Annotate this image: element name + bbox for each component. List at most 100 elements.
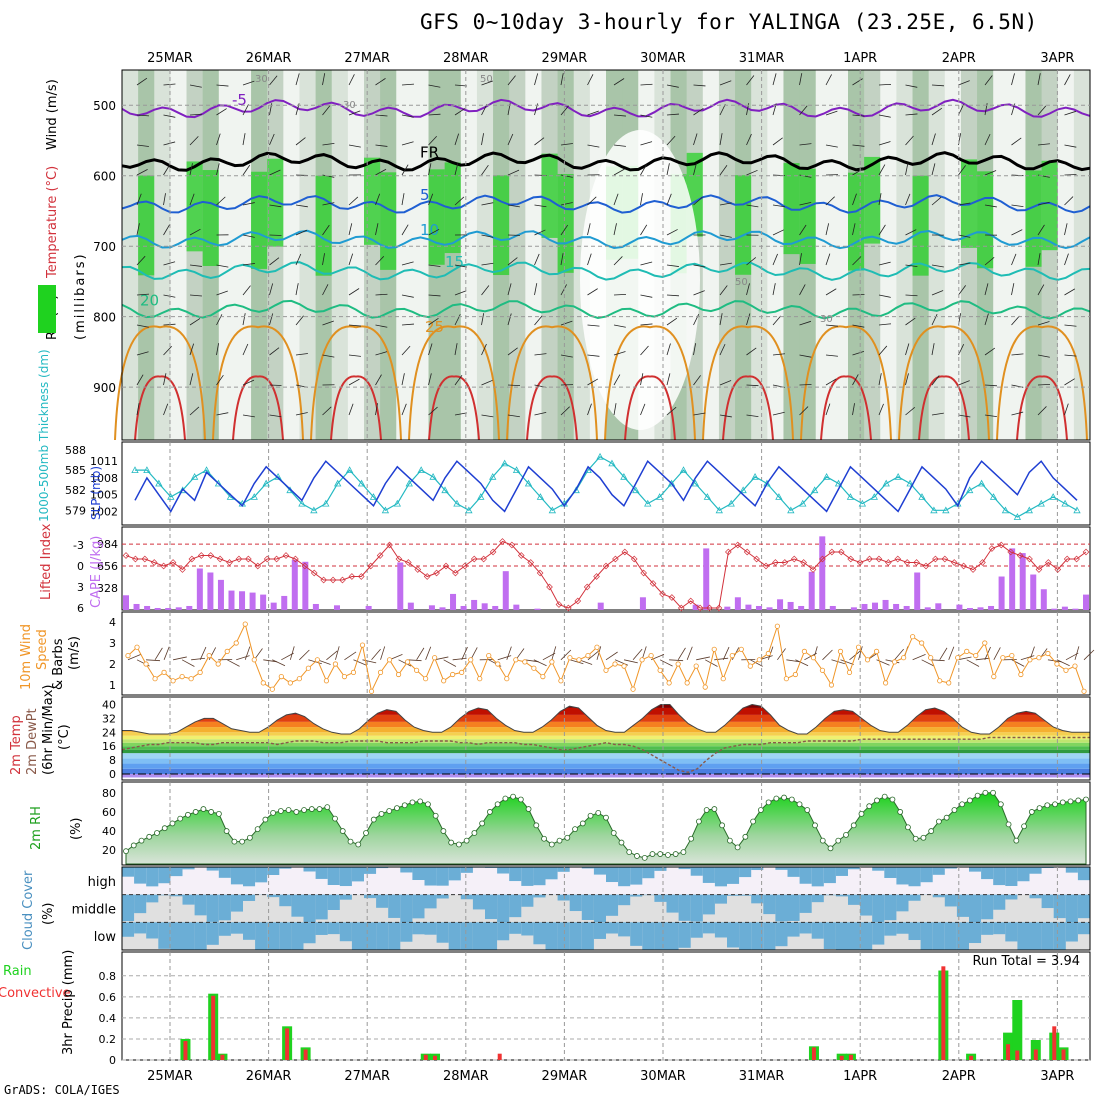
wind-barb xyxy=(1064,354,1077,357)
wind-barb xyxy=(454,108,466,116)
cloud-cell xyxy=(146,922,159,939)
temperature-ylabel: 2m Temp 2m DewPt (6hr Min/Max) (°C) xyxy=(9,685,72,775)
rh-point xyxy=(1013,837,1020,844)
thickness-point xyxy=(1037,499,1045,507)
wind-barb xyxy=(772,73,777,86)
wind-barb-10m xyxy=(858,646,863,660)
rh-point xyxy=(401,802,408,809)
wind-barb xyxy=(560,320,573,326)
rh-point xyxy=(254,826,261,833)
cloud-cell xyxy=(593,867,607,875)
li-point xyxy=(122,552,130,559)
rh-point xyxy=(966,797,973,804)
li-label: Lifted Index xyxy=(39,523,54,600)
wind-barb xyxy=(931,196,942,206)
li-point xyxy=(132,555,139,563)
thickness-point xyxy=(334,479,342,487)
cape-bar xyxy=(829,605,836,610)
wind-barb xyxy=(295,229,308,236)
wind-point xyxy=(477,676,483,682)
li-point xyxy=(583,583,591,591)
wind-barb xyxy=(719,133,723,146)
cloud-cell xyxy=(642,867,655,879)
rh-green-patch xyxy=(848,172,865,271)
wind-barb xyxy=(772,353,785,356)
wind-barb xyxy=(1011,411,1024,416)
cloud-cell-bg xyxy=(630,894,643,923)
wind-barb xyxy=(587,74,594,86)
wind-barbs xyxy=(136,73,1077,418)
wind-barb xyxy=(666,317,678,326)
cloud-cell xyxy=(690,922,704,938)
rh-green-patch xyxy=(380,172,397,270)
rh-point xyxy=(510,793,516,800)
rh-point xyxy=(610,830,617,836)
li-point xyxy=(329,576,337,584)
wind-point xyxy=(964,648,970,655)
rh-shade-column xyxy=(1073,70,1091,440)
wind-barb xyxy=(507,313,512,326)
thickness-point xyxy=(918,493,926,500)
wind-barb xyxy=(163,345,173,356)
thickness-point xyxy=(703,493,712,500)
wind-barb xyxy=(1037,105,1047,116)
cloud-cell-bg xyxy=(908,894,921,923)
wind-barb xyxy=(693,163,697,176)
rh-point xyxy=(502,795,509,802)
thickness-point xyxy=(644,499,652,507)
wind-barb-10m xyxy=(289,646,295,660)
temperature-band xyxy=(122,704,1090,708)
cloud-cell xyxy=(291,922,304,950)
wind-barb xyxy=(534,353,547,356)
cloud-cell xyxy=(678,922,691,948)
wind-barb xyxy=(454,314,461,326)
rh-green-patch xyxy=(977,171,994,269)
wind-point xyxy=(513,657,519,663)
wind-barb-10m xyxy=(154,647,163,661)
li-point xyxy=(997,541,1005,549)
wind-point xyxy=(459,669,465,676)
li-point xyxy=(470,555,478,563)
cloud-cell-bg xyxy=(158,894,171,923)
wind-barb xyxy=(560,224,569,236)
wind-barb xyxy=(746,169,758,176)
temperature-band xyxy=(122,742,1090,747)
temperature-band xyxy=(122,732,1090,736)
temperature-contour-label: 25 xyxy=(425,318,444,336)
li-point xyxy=(866,555,873,563)
wind-barb xyxy=(189,318,201,326)
wind-barb xyxy=(772,204,785,208)
li-point xyxy=(819,555,826,563)
rh-point xyxy=(123,848,129,855)
li-point xyxy=(922,562,930,570)
wind-point xyxy=(639,657,645,663)
wind-barb xyxy=(587,196,597,206)
rh-point xyxy=(672,851,679,857)
rh-tick-label: 20 xyxy=(102,844,116,857)
wind-barb xyxy=(719,380,732,386)
cloud-cell xyxy=(436,867,449,886)
wind-barb xyxy=(878,345,888,356)
wind-point xyxy=(278,673,284,680)
wind-barb xyxy=(481,133,484,146)
thickness-point xyxy=(691,479,700,487)
cloud-cell-bg xyxy=(351,894,365,923)
thickness-point xyxy=(512,466,521,473)
wind-barb-10m xyxy=(263,659,278,663)
wind-barb xyxy=(428,228,440,236)
wind-barb xyxy=(507,133,514,146)
wind-barb xyxy=(163,261,176,266)
thickness-point xyxy=(369,493,378,500)
wind-barb xyxy=(136,223,140,236)
cloud-cell xyxy=(521,922,534,936)
wind-point xyxy=(522,659,528,665)
li-point xyxy=(979,559,986,566)
wind-barb xyxy=(852,78,863,86)
cloud-cell xyxy=(400,867,413,873)
wind-point xyxy=(197,669,203,676)
rh-point xyxy=(819,837,826,844)
wind-barb xyxy=(640,403,646,416)
rh-point xyxy=(1044,802,1051,809)
wind-barb xyxy=(693,133,698,146)
wind-point xyxy=(314,657,320,663)
